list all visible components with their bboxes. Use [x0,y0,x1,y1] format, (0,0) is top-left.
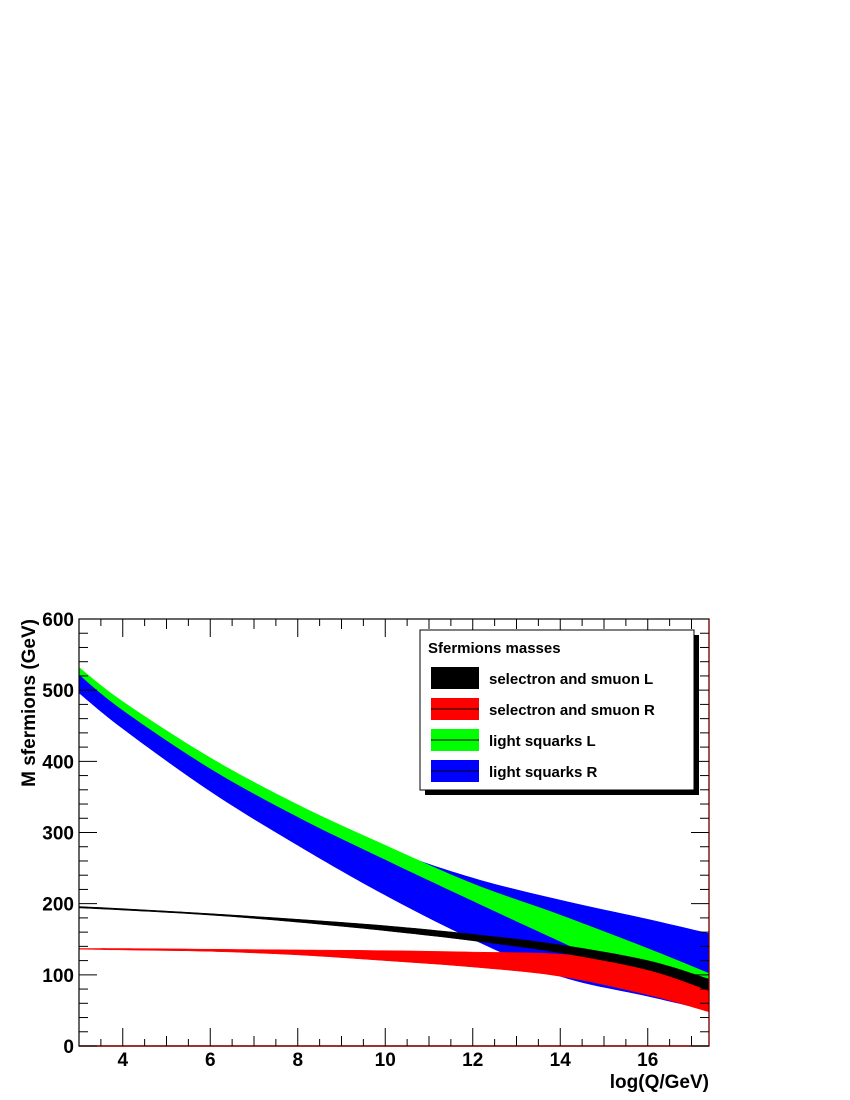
x-tick-label: 8 [292,1050,303,1071]
y-tick-label: 500 [42,681,74,702]
legend-title: Sfermions masses [428,640,561,657]
legend: Sfermions masses selectron and smuon Lse… [419,629,699,795]
y-tick-label: 600 [42,610,74,631]
y-tick-label: 0 [63,1037,74,1058]
legend-label: selectron and smuon R [489,702,655,719]
x-tick-label: 6 [205,1050,216,1071]
y-tick-label: 400 [42,752,74,773]
axis-ticks [78,618,709,1047]
y-axis-title: M sfermions (GeV) [19,619,40,787]
legend-label: light squarks L [489,733,596,750]
x-tick-label: 10 [375,1050,396,1071]
x-tick-label: 4 [117,1050,128,1071]
x-tick-label: 16 [637,1050,658,1071]
y-tick-label: 100 [42,966,74,987]
x-tick-label: 12 [462,1050,483,1071]
legend-swatch [431,667,479,689]
legend-label: light squarks R [489,764,598,781]
legend-label: selectron and smuon L [489,671,653,688]
y-tick-label: 200 [42,895,74,916]
legend-items: selectron and smuon L selectron and smuon… [431,667,655,782]
tick-labels: 4 6 8 10 12 14 16 0 100 200 300 400 500 600 [42,610,658,1071]
x-tick-label: 14 [550,1050,572,1071]
y-tick-label: 300 [42,824,74,845]
x-axis-title: log(Q/GeV) [610,1072,709,1093]
